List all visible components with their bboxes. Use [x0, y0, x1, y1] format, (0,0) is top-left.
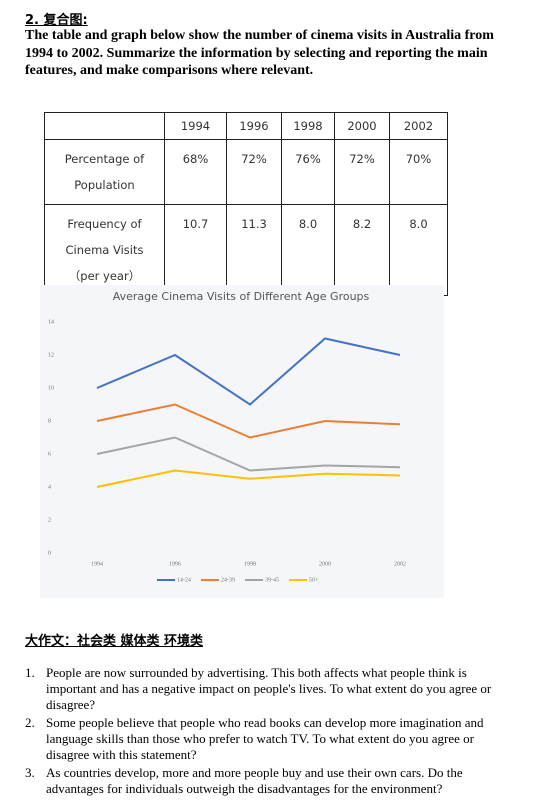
- chart-background: [40, 285, 444, 598]
- x-tick-label: 1994: [91, 561, 103, 567]
- item-marker: 3.: [25, 765, 35, 780]
- line-series: [96, 337, 401, 406]
- line-series: [96, 436, 401, 472]
- line-series: [96, 469, 401, 488]
- line-series: [96, 403, 401, 439]
- data-table: 1994 1996 1998 2000 2002 Percentage of Popula…: [44, 112, 448, 296]
- essay-list: 1. People are now surrounded by advertisi…: [25, 665, 500, 799]
- legend-label: 50+: [309, 577, 319, 583]
- table-cell: 1998: [281, 112, 335, 140]
- y-tick-label: 4: [48, 484, 51, 490]
- legend-label: 14-24: [177, 577, 191, 583]
- table-cell: Frequency of Cinema Visits （per year）: [44, 204, 165, 296]
- essay-item: 3. As countries develop, more and more pe…: [25, 765, 500, 797]
- x-tick-label: 2000: [319, 561, 331, 567]
- table-cell: 72%: [226, 139, 282, 205]
- question-number: 2. 复合图:: [25, 13, 88, 28]
- table-cell: 1994: [164, 112, 227, 140]
- x-tick-label: 1996: [169, 561, 181, 567]
- table-cell: [44, 112, 165, 140]
- table-cell: 8.2: [334, 204, 390, 296]
- chart-title: Average Cinema Visits of Different Age G…: [113, 290, 370, 303]
- essay-heading: 大作文：社会类 媒体类 环境类: [25, 634, 204, 649]
- table-cell: 2000: [334, 112, 390, 140]
- item-text: Some people believe that people who read…: [46, 715, 484, 762]
- essay-item: 1. People are now surrounded by advertisi…: [25, 665, 500, 713]
- item-marker: 1.: [25, 665, 35, 680]
- y-tick-label: 6: [48, 451, 51, 457]
- legend-label: 39-45: [265, 577, 279, 583]
- table-cell: 1996: [226, 112, 282, 140]
- item-text: As countries develop, more and more peop…: [46, 765, 463, 796]
- table-cell: 11.3: [226, 204, 282, 296]
- table-row: Frequency of Cinema Visits （per year） 10.…: [44, 204, 448, 296]
- x-tick-label: 1998: [244, 561, 256, 567]
- table-cell: 70%: [389, 139, 448, 205]
- y-tick-label: 8: [48, 418, 51, 424]
- table-cell: 8.0: [389, 204, 448, 296]
- item-text: People are now surrounded by advertising…: [46, 665, 492, 712]
- question-prompt: The table and graph below show the numbe…: [25, 28, 494, 78]
- chart: Average Cinema Visits of Different Age G…: [40, 285, 444, 598]
- table-cell: 72%: [334, 139, 390, 205]
- table-cell: 8.0: [281, 204, 335, 296]
- y-tick-label: 0: [48, 550, 51, 556]
- table-cell: 76%: [281, 139, 335, 205]
- essay-item: 2. Some people believe that people who re…: [25, 715, 500, 763]
- y-tick-label: 10: [48, 385, 54, 391]
- table-cell: 2002: [389, 112, 448, 140]
- y-tick-label: 2: [48, 517, 51, 523]
- x-tick-label: 2002: [394, 561, 406, 567]
- table-cell: Percentage of Population: [44, 139, 165, 205]
- table-cell: 10.7: [164, 204, 227, 296]
- table-cell: 68%: [164, 139, 227, 205]
- legend-label: 24-39: [221, 577, 235, 583]
- y-tick-label: 12: [48, 352, 54, 358]
- item-marker: 2.: [25, 715, 35, 730]
- table-row: 1994 1996 1998 2000 2002: [44, 112, 448, 140]
- y-tick-label: 14: [48, 319, 54, 325]
- table-row: Percentage of Population 68% 72% 76% 72% 70%: [44, 139, 448, 205]
